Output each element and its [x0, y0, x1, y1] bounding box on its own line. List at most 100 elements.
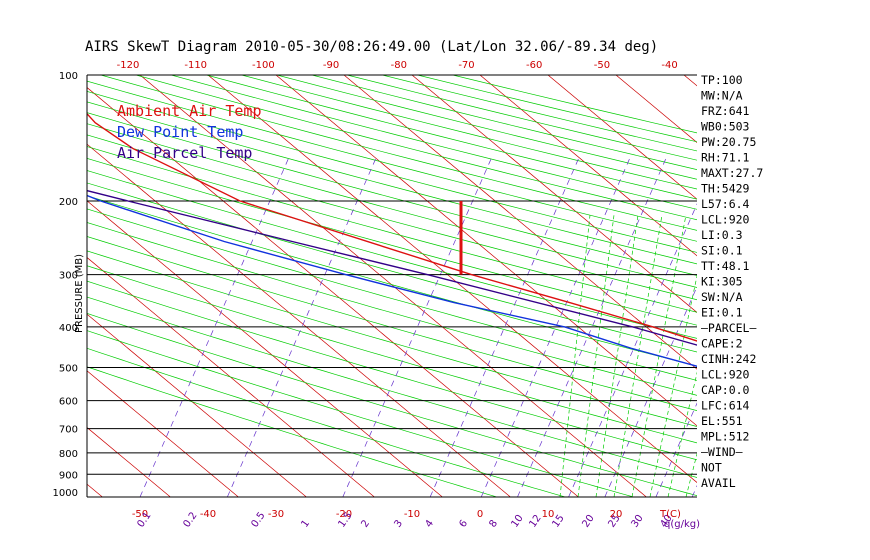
- legend-entry: Dew Point Temp: [117, 123, 243, 141]
- dry-adiabat: [87, 236, 697, 412]
- mixing-ratio-label: 8: [487, 518, 500, 530]
- pressure-tick-label: 100: [59, 71, 78, 82]
- mixing-ratio-line: [568, 203, 697, 497]
- dry-adiabat: [87, 265, 697, 444]
- dry-adiabat: [87, 157, 697, 326]
- index-value: MW:N/A: [701, 89, 743, 103]
- index-value: LCL:920: [701, 213, 750, 227]
- mixing-ratio-label: 1: [299, 518, 312, 530]
- chart-title: AIRS SkewT Diagram 2010-05-30/08:26:49.0…: [85, 39, 658, 55]
- index-value: LCL:920: [701, 368, 750, 382]
- index-value: LI:0.3: [701, 228, 743, 242]
- index-value: EL:551: [701, 414, 743, 428]
- isotherm-line: [87, 143, 511, 497]
- index-value: EI:0.1: [701, 306, 743, 320]
- pressure-tick-label: 800: [59, 449, 78, 460]
- index-value: TT:48.1: [701, 259, 750, 273]
- index-value: CINH:242: [701, 352, 756, 366]
- pressure-tick-label: 400: [59, 323, 78, 334]
- pressure-tick-labels: 100 200 300 400 500 600 700 800 900 1000: [53, 71, 78, 499]
- index-value: MAXT:27.7: [701, 166, 763, 180]
- index-value: NOT: [701, 461, 722, 475]
- top-temp-tick-label: -60: [526, 60, 542, 71]
- moist-adiabat: [613, 214, 663, 497]
- isotherm-line: [139, 75, 647, 497]
- legend-entry: Air Parcel Temp: [117, 144, 252, 162]
- pressure-tick-label: 200: [59, 197, 78, 208]
- top-temp-tick-label: -40: [661, 60, 677, 71]
- bottom-temp-tick-label: -40: [200, 509, 216, 520]
- chart-legend: Ambient Air Temp Dew Point Temp Air Parcel…: [117, 102, 262, 162]
- bottom-temperature-ticks: -50 -40 -30 -20 -10 0 10 20: [132, 509, 623, 520]
- y-axis-label: PRESSURE (MB): [74, 254, 85, 333]
- index-value: SI:0.1: [701, 244, 743, 258]
- isotherm-line: [87, 370, 239, 497]
- bottom-temp-tick-label: 10: [542, 509, 555, 520]
- pressure-tick-label: 900: [59, 470, 78, 481]
- bottom-temp-tick-label: 0: [477, 509, 483, 520]
- sounding-series: [87, 112, 697, 367]
- legend-entry: Ambient Air Temp: [117, 102, 262, 120]
- mixing-ratio-label: 6: [457, 518, 470, 530]
- top-temperature-ticks: -120 -110 -100 -90 -80 -70 -60 -50 -40: [117, 60, 678, 71]
- x-axis-label: T(C): [659, 509, 681, 520]
- index-value: AVAIL: [701, 476, 736, 490]
- index-value: KI:305: [701, 275, 743, 289]
- index-value: L57:6.4: [701, 197, 750, 211]
- top-temp-tick-label: -80: [391, 60, 407, 71]
- isotherm-line: [87, 313, 307, 497]
- mixing-ratio-line: [517, 154, 668, 497]
- dry-adiabat: [87, 366, 497, 497]
- bottom-temp-tick-label: -30: [268, 509, 284, 520]
- dry-adiabat: [87, 146, 697, 313]
- index-value: CAP:0.0: [701, 383, 750, 397]
- top-temp-tick-label: -90: [323, 60, 339, 71]
- dry-adiabat: [87, 91, 697, 253]
- pressure-tick-label: 1000: [53, 488, 78, 499]
- index-value: –WIND–: [701, 445, 743, 459]
- bottom-temp-tick-label: 20: [610, 509, 623, 520]
- dry-adiabat: [87, 80, 697, 242]
- moist-adiabat: [577, 214, 615, 497]
- pressure-tick-label: 600: [59, 397, 78, 408]
- top-temp-tick-label: -50: [594, 60, 610, 71]
- mixing-ratio-line: [227, 154, 378, 497]
- series-line: [87, 112, 697, 342]
- dry-adiabat: [87, 313, 697, 497]
- dry-adiabat: [87, 134, 697, 301]
- index-value: –PARCEL–: [701, 321, 756, 335]
- isotherm-line: [547, 75, 697, 200]
- mixing-ratio-line: [429, 154, 581, 497]
- mixing-ratio-label: 3: [392, 518, 405, 530]
- dry-adiabat: [87, 195, 697, 367]
- dry-adiabat: [87, 280, 697, 461]
- top-temp-tick-label: -100: [252, 60, 275, 71]
- bottom-temp-tick-label: -20: [336, 509, 352, 520]
- index-value: TH:5429: [701, 182, 750, 196]
- bottom-temp-tick-label: -10: [404, 509, 420, 520]
- index-value: FRZ:641: [701, 104, 750, 118]
- dry-adiabat: [87, 222, 697, 396]
- dry-adiabat: [87, 296, 697, 478]
- top-temp-tick-label: -120: [117, 60, 140, 71]
- mixing-ratio-label: 4: [423, 518, 436, 530]
- index-value: TP:100: [701, 73, 743, 87]
- mixing-ratio-unit: q(g/kg): [664, 519, 700, 530]
- isotherm-line: [479, 75, 697, 257]
- index-value: CAPE:2: [701, 337, 743, 351]
- series-line: [87, 194, 697, 367]
- isotherm-line: [87, 200, 443, 497]
- pressure-tick-label: 700: [59, 425, 78, 436]
- mixing-ratio-label: 2: [359, 518, 372, 530]
- top-temp-tick-label: -70: [458, 60, 474, 71]
- background-grid: [87, 75, 697, 497]
- index-value: WB0:503: [701, 120, 750, 134]
- index-value: SW:N/A: [701, 290, 743, 304]
- index-value: MPL:512: [701, 430, 749, 444]
- dry-adiabat: [87, 112, 697, 276]
- top-temp-tick-label: -110: [184, 60, 207, 71]
- mixing-ratio-line: [342, 154, 494, 497]
- pressure-gridlines: [87, 200, 697, 475]
